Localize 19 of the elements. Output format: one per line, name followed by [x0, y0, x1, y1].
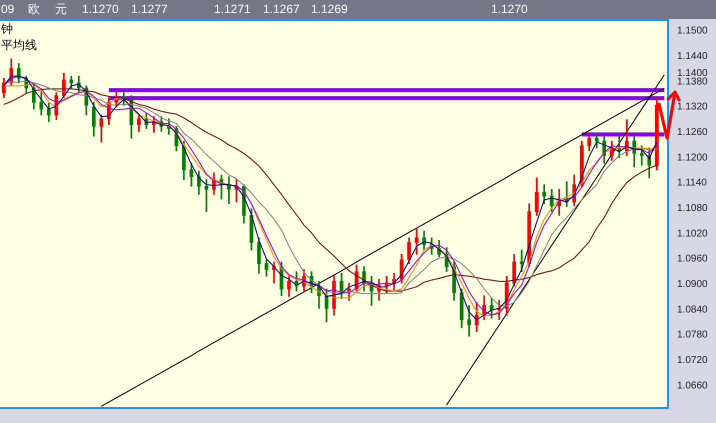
chart-title: 09 欧 元 1.1270 1.1277 1.1271 1.1267 1.1269 1.1270	[1, 2, 528, 16]
y-tick-label: 1.1380	[677, 76, 708, 88]
y-tick-label: 1.1440	[677, 51, 708, 62]
y-tick-label: 1.0960	[677, 254, 708, 265]
annotation: 平均线	[1, 38, 37, 52]
y-tick-label: 1.0720	[677, 355, 708, 366]
y-tick-label: 1.0840	[677, 304, 708, 316]
y-tick-label: 1.0900	[677, 279, 708, 290]
chart-subtitle: 钟	[1, 22, 13, 36]
y-tick-label: 1.1400	[677, 68, 708, 79]
y-tick-label: 1.1140	[677, 178, 708, 189]
y-tick-label: 1.0660	[677, 380, 708, 392]
y-tick-label: 1.1020	[677, 228, 708, 240]
y-tick-label: 1.1080	[677, 203, 708, 214]
y-tick-label: 1.1260	[677, 127, 708, 138]
y-tick-label: 1.1500	[677, 26, 708, 37]
y-tick-label: 1.0780	[677, 330, 708, 341]
y-tick-label: 1.1320	[677, 102, 708, 113]
y-tick-label: 1.1200	[677, 152, 708, 164]
